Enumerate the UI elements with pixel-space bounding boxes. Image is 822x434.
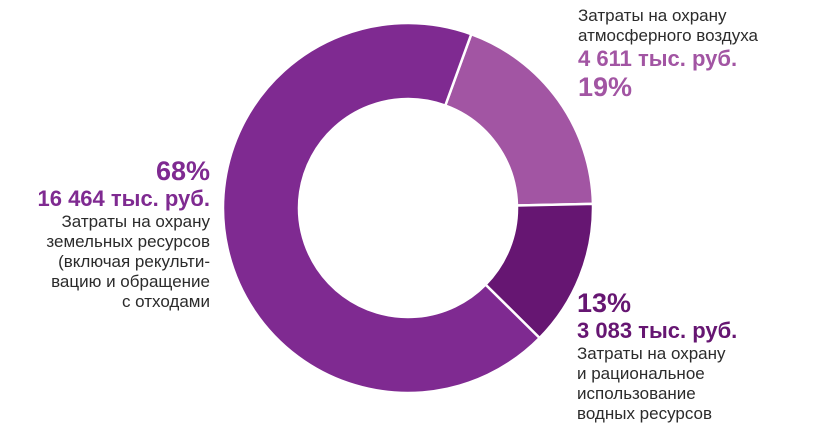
water-amount: 3 083 тыс. руб. <box>577 318 738 343</box>
land-desc-line: вацию и обращение <box>51 272 210 291</box>
air-desc-line: атмосферного воздуха <box>578 26 758 45</box>
water-desc-line: Затраты на охрану <box>577 344 726 363</box>
air-desc-line: Затраты на охрану <box>578 6 727 25</box>
water-description: Затраты на охрану и рациональное использ… <box>577 344 737 424</box>
water-desc-line: использование <box>577 384 696 403</box>
land-desc-line: с отходами <box>121 292 210 311</box>
land-desc-line: Затраты на охрану <box>61 212 210 231</box>
land-description: Затраты на охрану земельных ресурсов (вк… <box>37 212 210 312</box>
water-percent: 13% <box>577 288 632 318</box>
label-air-protection: Затраты на охрану атмосферного воздуха 4… <box>578 6 758 102</box>
donut-slice-0 <box>444 32 595 207</box>
water-desc-line: водных ресурсов <box>577 404 713 423</box>
air-percent: 19% <box>578 72 633 102</box>
water-desc-line: и рациональное <box>577 364 705 383</box>
land-amount: 16 464 тыс. руб. <box>37 186 210 211</box>
donut-slice-2 <box>221 21 541 395</box>
air-description: Затраты на охрану атмосферного воздуха <box>578 6 758 46</box>
land-desc-line: (включая рекульти- <box>58 252 210 271</box>
land-percent: 68% <box>155 156 210 186</box>
label-land-resources: 68% 16 464 тыс. руб. Затраты на охрану з… <box>37 156 210 312</box>
land-desc-line: земельных ресурсов <box>46 232 210 251</box>
label-water-resources: 13% 3 083 тыс. руб. Затраты на охрану и … <box>577 288 737 424</box>
air-amount: 4 611 тыс. руб. <box>578 46 738 71</box>
